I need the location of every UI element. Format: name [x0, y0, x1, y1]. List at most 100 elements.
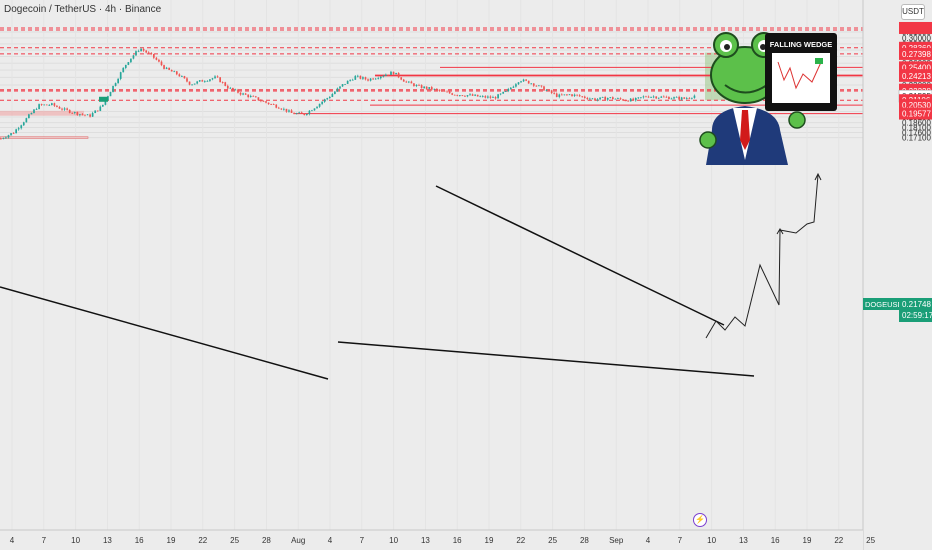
candle-body — [334, 91, 336, 95]
candle-body — [520, 81, 522, 83]
candle-body — [288, 110, 290, 112]
ticker-countdown: 02:59:17 — [902, 311, 932, 320]
candle-body — [430, 87, 433, 90]
candle-body — [594, 98, 596, 101]
candle-body — [209, 79, 211, 81]
candle-body — [550, 90, 553, 93]
candle-body — [2, 138, 5, 139]
candle-body — [193, 83, 196, 85]
ticker-price-box — [899, 298, 932, 322]
candle-body — [413, 83, 415, 87]
currency-button[interactable]: USDT — [901, 4, 925, 20]
candle-body — [145, 50, 148, 53]
candle-body — [670, 98, 673, 100]
x-tick-label: Sep — [609, 536, 624, 545]
lightning-event-icon[interactable]: ⚡ — [693, 513, 707, 527]
candle-body — [354, 76, 357, 80]
candle-body — [25, 118, 28, 123]
candle-body — [591, 98, 594, 100]
candle-body — [298, 112, 301, 114]
candle-body — [522, 79, 525, 82]
candle-body — [114, 83, 117, 86]
candle-body — [660, 96, 663, 98]
x-tick-label: 7 — [42, 536, 47, 545]
candle-body — [634, 97, 637, 101]
candle-body — [436, 88, 438, 90]
candle-body — [558, 94, 561, 97]
candle-body — [15, 129, 17, 134]
candle-body — [226, 85, 229, 89]
candle-body — [540, 85, 543, 87]
candle-body — [423, 86, 425, 89]
candle-body — [461, 95, 464, 97]
descending-trendline — [0, 286, 329, 380]
mascot-smile — [724, 84, 768, 94]
candle-body — [545, 90, 548, 91]
candle-body — [293, 112, 295, 115]
candle-body — [604, 96, 607, 100]
candle-body — [257, 97, 260, 101]
candle-body — [469, 94, 471, 96]
candle-body — [489, 96, 492, 98]
candle-body — [300, 112, 303, 114]
y-tick-label: 0.30000 — [902, 34, 931, 43]
price-label-box — [899, 47, 932, 60]
x-tick-label: 19 — [803, 536, 812, 545]
candle-body — [45, 104, 48, 106]
candle-body — [652, 96, 655, 98]
wedge-lower-line — [337, 341, 755, 377]
candle-body — [596, 99, 599, 101]
candle-body — [275, 104, 278, 108]
candle-body — [28, 114, 30, 119]
time-axis[interactable]: 4 7 10 13 16 19 22 25 28 Aug 4 7 10 13 16 19 22 25 28 Sep 4 7… — [10, 536, 876, 545]
candle-body — [323, 99, 326, 102]
price-label: 0.25400 — [902, 63, 931, 72]
candle-body — [135, 51, 137, 56]
candle-body — [20, 125, 23, 129]
candle-body — [451, 93, 454, 95]
candle-body — [640, 97, 642, 99]
candle-body — [306, 114, 308, 116]
candle-body — [119, 72, 122, 79]
candle-body — [576, 94, 578, 96]
candle-body — [265, 101, 267, 103]
y-tick-label: 0.18600 — [902, 119, 931, 128]
candle-body — [30, 112, 33, 115]
candle-body — [362, 77, 364, 79]
candle-body — [617, 98, 619, 99]
candle-body — [410, 81, 413, 84]
candle-body — [589, 98, 591, 100]
candle-body — [204, 81, 206, 83]
candle-body — [675, 96, 678, 98]
x-tick-label: 28 — [262, 536, 271, 545]
price-labels: 0.283600.273980.254000.243090.242130.223… — [898, 21, 932, 120]
projection-path-line — [705, 174, 819, 339]
x-tick-label: 16 — [453, 536, 462, 545]
candle-body — [538, 85, 540, 87]
candle-body — [612, 97, 614, 100]
candle-body — [364, 77, 367, 80]
candle-body — [216, 76, 219, 78]
candle-body — [448, 91, 451, 94]
candle-body — [510, 87, 512, 89]
candle-body — [186, 78, 188, 82]
candle-body — [453, 94, 456, 96]
candle-body — [385, 74, 387, 76]
candle-body — [229, 87, 232, 89]
x-tick-label: 13 — [103, 536, 112, 545]
ticker-symbol-box — [863, 298, 899, 310]
candle-body — [132, 55, 135, 59]
candle-body — [568, 94, 571, 96]
candle-body — [487, 96, 489, 98]
x-tick-label: 13 — [421, 536, 430, 545]
frog-mascot-with-falling-wedge-board: FALLING WEDGE — [699, 32, 837, 165]
price-label: 0.24213 — [902, 72, 931, 81]
mascot-thumb-right — [788, 111, 806, 129]
candle-body — [563, 94, 566, 96]
candle-body — [308, 110, 311, 115]
candle-body — [295, 113, 298, 115]
candle-body — [7, 135, 10, 138]
candle-body — [316, 106, 318, 109]
candle-body — [158, 59, 160, 62]
